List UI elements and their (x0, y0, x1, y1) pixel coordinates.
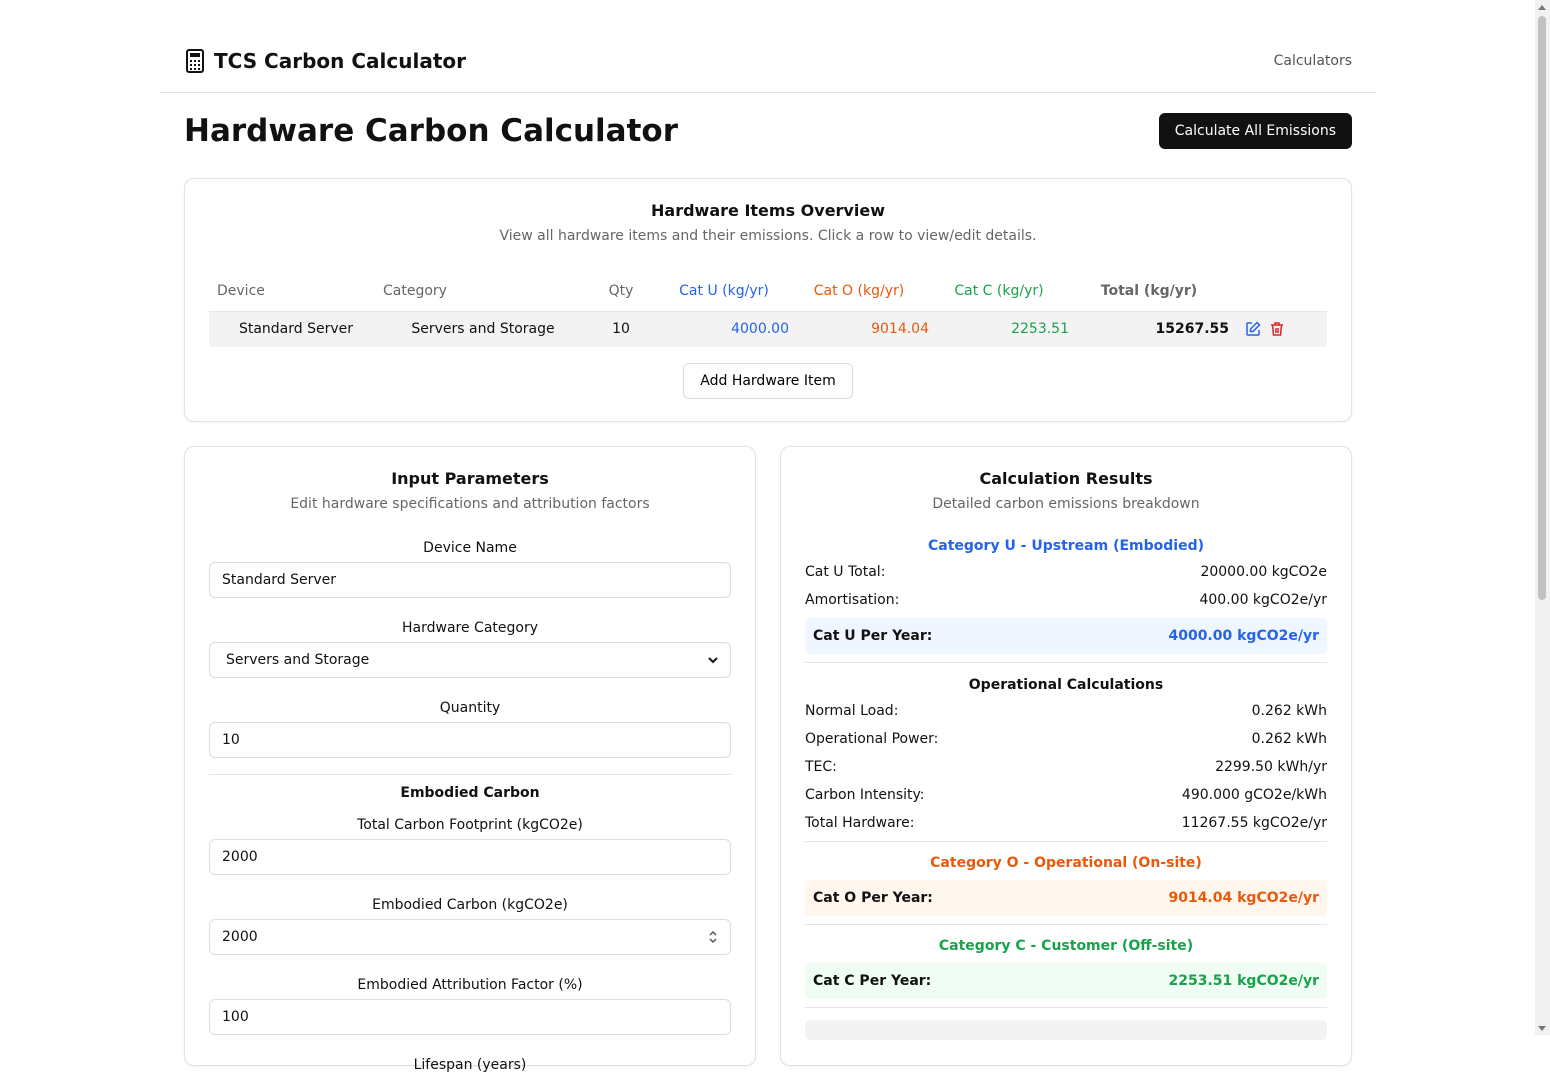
chevron-down-icon (708, 657, 718, 664)
result-row: Operational Power: 0.262 kWh (805, 731, 1327, 747)
col-cat-o: Cat O (kg/yr) (789, 271, 929, 312)
brand[interactable]: TCS Carbon Calculator (184, 49, 466, 73)
results-title: Calculation Results (979, 469, 1153, 488)
cell-total: 15267.55 (1069, 311, 1229, 347)
page-scrollbar[interactable] (1535, 0, 1550, 1035)
overview-title: Hardware Items Overview (651, 201, 885, 220)
edit-icon[interactable] (1245, 321, 1261, 337)
op-title: Operational Calculations (968, 677, 1164, 693)
nav-calculators[interactable]: Calculators (1273, 53, 1352, 69)
result-row: Carbon Intensity: 490.000 gCO2e/kWh (805, 787, 1327, 803)
cat-o-title: Category O - Operational (On-site) (930, 855, 1202, 871)
cell-qty: 10 (583, 311, 659, 347)
cell-category: Servers and Storage (383, 311, 583, 347)
cat-u-per-year: Cat U Per Year: 4000.00 kgCO2e/yr (805, 618, 1327, 654)
embodied-value: 2000 (222, 929, 258, 945)
attribution-label: Embodied Attribution Factor (%) (357, 977, 583, 993)
total-footprint-label: Total Carbon Footprint (kgCO2e) (357, 817, 583, 833)
scroll-down-icon[interactable] (1538, 1026, 1546, 1031)
overview-subtitle: View all hardware items and their emissi… (499, 228, 1037, 244)
inputs-title: Input Parameters (391, 469, 549, 488)
cell-cat-c: 2253.51 (929, 311, 1069, 347)
attribution-input[interactable]: 100 (209, 999, 731, 1035)
total-footprint-input[interactable]: 2000 (209, 839, 731, 875)
attribution-value: 100 (222, 1009, 249, 1025)
inputs-subtitle: Edit hardware specifications and attribu… (290, 496, 650, 512)
device-name-input[interactable]: Standard Server (209, 562, 731, 598)
result-row: Amortisation: 400.00 kgCO2e/yr (805, 592, 1327, 608)
add-hardware-button[interactable]: Add Hardware Item (683, 363, 853, 399)
col-category: Category (383, 271, 583, 312)
device-name-label: Device Name (423, 540, 517, 556)
col-device: Device (209, 271, 383, 312)
cell-device: Standard Server (209, 311, 383, 347)
lifespan-label: Lifespan (years) (413, 1057, 527, 1073)
page-title: Hardware Carbon Calculator (184, 113, 679, 149)
input-parameters-card: Input Parameters Edit hardware specifica… (184, 446, 756, 1073)
quantity-input[interactable]: 10 (209, 722, 731, 758)
col-cat-u: Cat U (kg/yr) (659, 271, 789, 312)
result-row: TEC: 2299.50 kWh/yr (805, 759, 1327, 775)
spinner-icon[interactable] (708, 930, 718, 944)
col-total: Total (kg/yr) (1069, 271, 1229, 312)
embodied-input[interactable]: 2000 (209, 919, 731, 955)
cat-c-per-year: Cat C Per Year: 2253.51 kgCO2e/yr (805, 963, 1327, 999)
delete-icon[interactable] (1269, 321, 1285, 337)
cell-cat-u: 4000.00 (659, 311, 789, 347)
result-row: Cat U Total: 20000.00 kgCO2e (805, 564, 1327, 580)
calculate-all-button[interactable]: Calculate All Emissions (1158, 113, 1352, 149)
result-row: Normal Load: 0.262 kWh (805, 703, 1327, 719)
result-row: Total Hardware: 11267.55 kgCO2e/yr (805, 815, 1327, 831)
calculator-icon (186, 49, 204, 73)
brand-name: TCS Carbon Calculator (214, 49, 466, 73)
quantity-value: 10 (222, 732, 240, 748)
quantity-label: Quantity (439, 700, 501, 716)
divider (209, 774, 731, 775)
category-value: Servers and Storage (226, 652, 370, 668)
embodied-label: Embodied Carbon (kgCO2e) (372, 897, 568, 913)
device-name-value: Standard Server (222, 572, 337, 588)
app-header: TCS Carbon Calculator Calculators (160, 30, 1376, 93)
overview-card: Hardware Items Overview View all hardwar… (184, 178, 1352, 422)
hardware-table: Device Category Qty Cat U (kg/yr) Cat O … (209, 271, 1327, 347)
table-row[interactable]: Standard Server Servers and Storage 10 4… (209, 311, 1327, 347)
calculation-results-card: Calculation Results Detailed carbon emis… (780, 446, 1352, 1066)
cat-o-per-year: Cat O Per Year: 9014.04 kgCO2e/yr (805, 880, 1327, 916)
col-qty: Qty (583, 271, 659, 312)
total-footprint-value: 2000 (222, 849, 258, 865)
cat-c-title: Category C - Customer (Off-site) (938, 938, 1194, 954)
total-summary-box (805, 1020, 1327, 1040)
category-label: Hardware Category (402, 620, 538, 636)
scrollbar-thumb[interactable] (1538, 16, 1546, 600)
col-cat-c: Cat C (kg/yr) (929, 271, 1069, 312)
cat-u-title: Category U - Upstream (Embodied) (927, 538, 1205, 554)
category-select[interactable]: Servers and Storage (209, 642, 731, 678)
scroll-up-icon[interactable] (1538, 5, 1546, 10)
results-subtitle: Detailed carbon emissions breakdown (932, 496, 1200, 512)
cell-cat-o: 9014.04 (789, 311, 929, 347)
embodied-title: Embodied Carbon (400, 785, 540, 801)
